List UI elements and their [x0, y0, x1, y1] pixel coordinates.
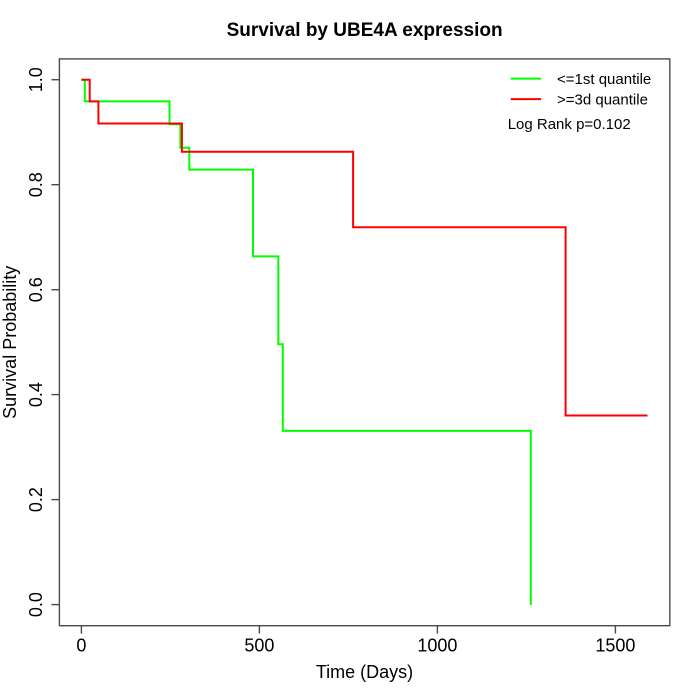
svg-text:Time (Days): Time (Days)	[316, 662, 413, 682]
svg-text:Survival by UBE4A expression: Survival by UBE4A expression	[227, 20, 503, 41]
svg-text:0.6: 0.6	[26, 277, 46, 302]
svg-text:0.8: 0.8	[26, 172, 46, 197]
svg-text:>=3d quantile: >=3d quantile	[557, 91, 648, 108]
svg-text:0.4: 0.4	[26, 382, 46, 407]
svg-text:0.2: 0.2	[26, 487, 46, 512]
svg-text:1.0: 1.0	[26, 67, 46, 92]
svg-text:<=1st quantile: <=1st quantile	[557, 71, 651, 88]
svg-text:0.0: 0.0	[26, 592, 46, 617]
svg-text:1000: 1000	[417, 635, 457, 655]
svg-text:0: 0	[76, 635, 86, 655]
svg-text:Survival Probability: Survival Probability	[0, 266, 20, 419]
svg-text:500: 500	[244, 635, 274, 655]
svg-text:1500: 1500	[595, 635, 635, 655]
svg-text:Log Rank p=0.102: Log Rank p=0.102	[508, 116, 631, 133]
